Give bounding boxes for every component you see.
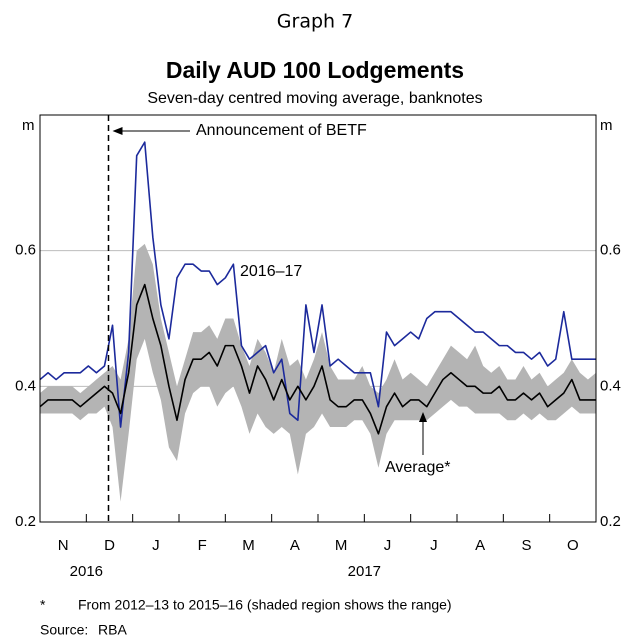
chart-subtitle: Seven-day centred moving average, bankno… <box>147 90 482 107</box>
x-tick-label: J <box>152 537 160 554</box>
x-tick-label: A <box>475 537 485 554</box>
y2-tick-label: 0.2 <box>600 513 621 530</box>
x-tick-label: M <box>242 537 255 554</box>
y-tick-label: 0.4 <box>15 377 36 394</box>
range-area <box>40 243 596 502</box>
series-line <box>39 283 596 435</box>
series-line <box>39 141 596 428</box>
legend-label: 2016–17 <box>240 263 302 280</box>
x-tick-label: N <box>58 537 69 554</box>
annotation-label: Announcement of BETF <box>196 122 367 139</box>
x-tick-label: O <box>567 537 579 554</box>
y-tick-label: 0.2 <box>15 513 36 530</box>
x-tick-label: F <box>198 537 207 554</box>
y-unit: m <box>22 117 35 134</box>
x-tick-label: M <box>335 537 348 554</box>
x-tick-label: D <box>104 537 115 554</box>
chart-title: Daily AUD 100 Lodgements <box>166 57 464 83</box>
x-tick-label: J <box>430 537 438 554</box>
year-label: 2016 <box>70 563 103 580</box>
footnote: From 2012–13 to 2015–16 (shaded region s… <box>78 597 452 613</box>
graph-number: Graph 7 <box>277 11 353 33</box>
arrow-head <box>419 412 427 422</box>
y2-tick-label: 0.4 <box>600 377 621 394</box>
x-tick-label: A <box>290 537 300 554</box>
y2-unit: m <box>600 117 613 134</box>
y-tick-label: 0.6 <box>15 242 36 259</box>
x-tick-label: S <box>521 537 531 554</box>
arrow-head <box>112 127 123 135</box>
y2-tick-label: 0.6 <box>600 242 621 259</box>
year-label: 2017 <box>348 563 381 580</box>
footnote-mark: * <box>40 597 46 613</box>
source-label: Source: <box>40 622 88 638</box>
legend-label: Average* <box>385 459 451 476</box>
x-tick-label: J <box>384 537 392 554</box>
source: RBA <box>98 622 127 638</box>
